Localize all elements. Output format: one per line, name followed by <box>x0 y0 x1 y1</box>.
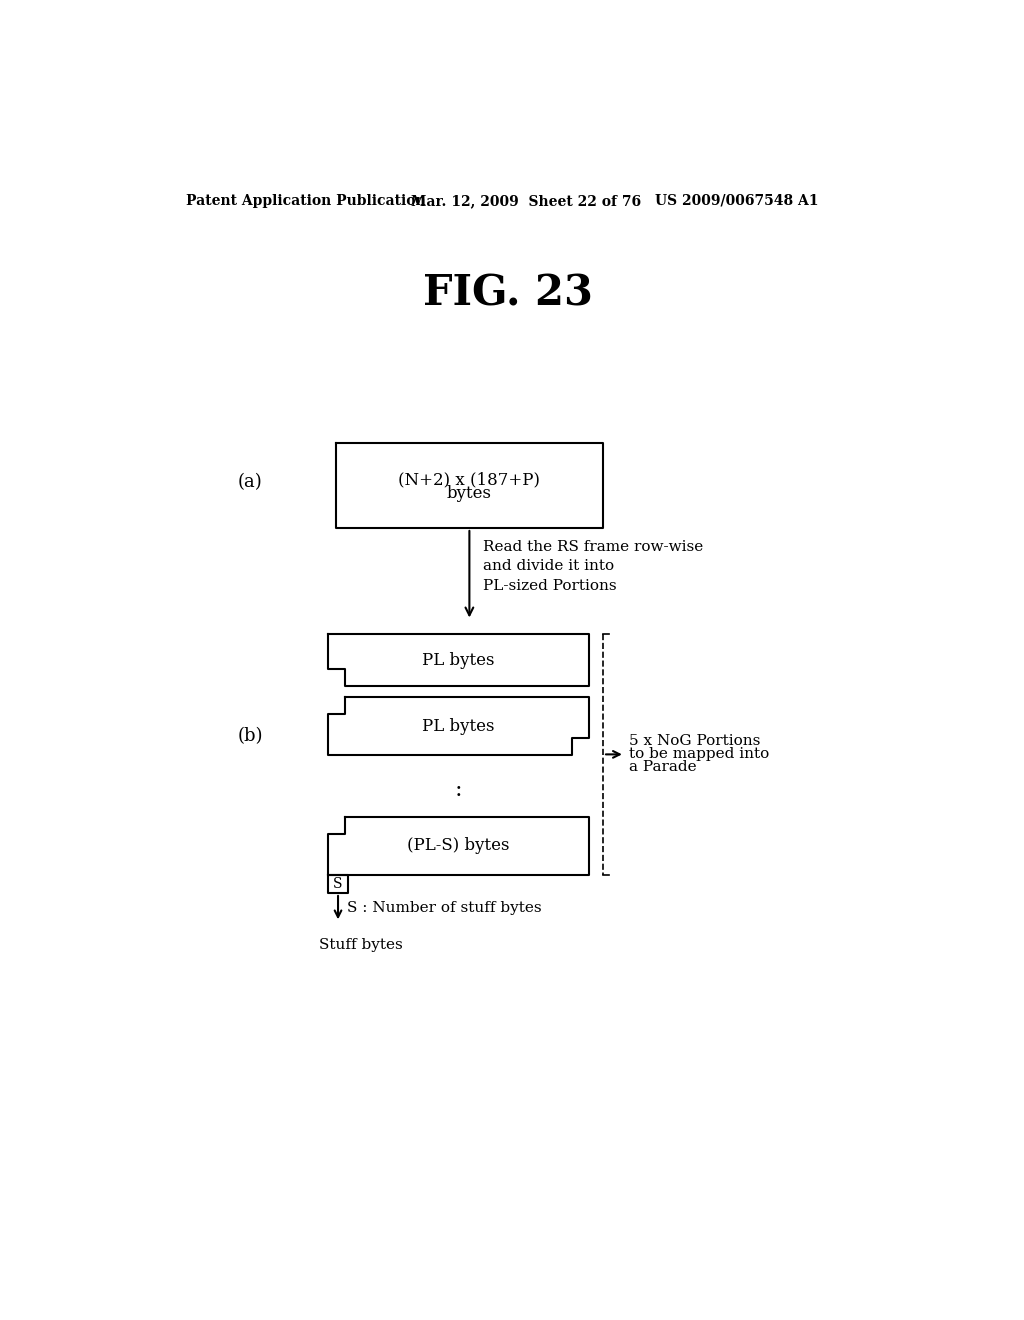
Text: :: : <box>455 779 462 801</box>
Text: Patent Application Publication: Patent Application Publication <box>186 194 426 207</box>
Text: (b): (b) <box>238 727 263 744</box>
Text: PL bytes: PL bytes <box>422 652 495 668</box>
Text: 5 x NoG Portions: 5 x NoG Portions <box>629 734 760 748</box>
Text: (a): (a) <box>238 473 263 491</box>
Text: to be mapped into: to be mapped into <box>629 747 769 762</box>
Text: Stuff bytes: Stuff bytes <box>318 939 402 952</box>
Text: and divide it into: and divide it into <box>483 560 614 573</box>
Text: (N+2) x (187+P): (N+2) x (187+P) <box>398 471 541 488</box>
Text: a Parade: a Parade <box>629 760 696 775</box>
Text: bytes: bytes <box>446 484 492 502</box>
Text: S: S <box>333 876 343 891</box>
Text: (PL-S) bytes: (PL-S) bytes <box>408 837 510 854</box>
Text: S : Number of stuff bytes: S : Number of stuff bytes <box>347 902 542 915</box>
Text: Read the RS frame row-wise: Read the RS frame row-wise <box>483 540 703 554</box>
Text: Mar. 12, 2009  Sheet 22 of 76: Mar. 12, 2009 Sheet 22 of 76 <box>411 194 641 207</box>
Text: PL-sized Portions: PL-sized Portions <box>483 578 617 593</box>
Text: FIG. 23: FIG. 23 <box>423 272 593 314</box>
Text: PL bytes: PL bytes <box>422 718 495 735</box>
Text: US 2009/0067548 A1: US 2009/0067548 A1 <box>655 194 818 207</box>
